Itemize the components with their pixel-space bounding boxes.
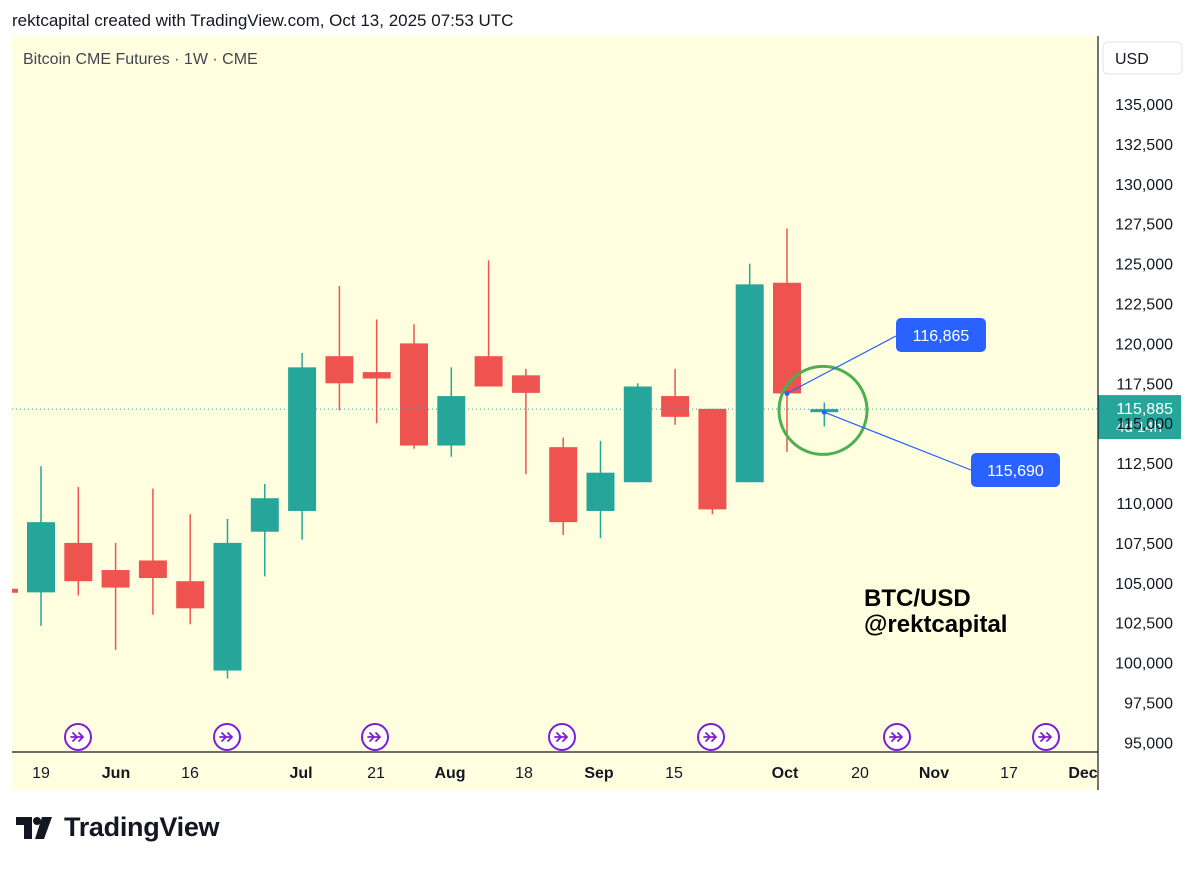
candle-body bbox=[437, 396, 466, 446]
last-price-countdown: 4d 14h bbox=[1116, 419, 1162, 436]
x-tick-label: 21 bbox=[367, 765, 385, 782]
x-tick-label: Sep bbox=[584, 765, 614, 782]
highlight-circle bbox=[777, 364, 869, 456]
candle-body bbox=[698, 408, 727, 510]
event-marker-arrows bbox=[367, 732, 381, 742]
candle-body bbox=[474, 356, 503, 387]
y-tick-label: 95,000 bbox=[1124, 735, 1173, 752]
y-tick-label: 125,000 bbox=[1115, 257, 1173, 274]
y-tick-label: 127,500 bbox=[1115, 217, 1173, 234]
candle-body bbox=[623, 386, 652, 483]
chart-caption: rektcapital created with TradingView.com… bbox=[12, 11, 514, 30]
plot-background bbox=[12, 36, 1098, 790]
candle-body bbox=[661, 396, 690, 417]
candle-body bbox=[27, 522, 55, 593]
currency-box bbox=[1102, 41, 1183, 75]
callout-box bbox=[896, 318, 986, 352]
candle-body bbox=[64, 542, 93, 582]
candle-body bbox=[362, 372, 391, 379]
x-tick-label: Jul bbox=[289, 765, 312, 782]
candle-body bbox=[288, 367, 317, 511]
callout-label: 116,865 bbox=[913, 328, 970, 345]
event-marker-icon bbox=[548, 723, 576, 751]
candle-body bbox=[176, 581, 205, 609]
callout-box bbox=[971, 453, 1060, 487]
y-tick-label: 112,500 bbox=[1116, 456, 1173, 473]
candle-body bbox=[250, 498, 279, 532]
watermark-handle: @rektcapital bbox=[864, 611, 1007, 638]
event-marker-arrows bbox=[889, 732, 903, 742]
y-tick-label: 115,000 bbox=[1116, 416, 1173, 433]
y-tick-label: 135,000 bbox=[1115, 97, 1173, 114]
x-tick-label: 20 bbox=[851, 765, 869, 782]
last-price-badge bbox=[1098, 395, 1181, 440]
event-marker-icon bbox=[361, 723, 389, 751]
y-tick-label: 120,000 bbox=[1115, 336, 1173, 353]
x-tick-label: Dec bbox=[1068, 765, 1097, 782]
event-marker-arrows bbox=[1038, 732, 1052, 742]
x-tick-label: 15 bbox=[665, 765, 683, 782]
last-price-value: 115,885 bbox=[1116, 401, 1173, 418]
axis-layer: USD 135,000 132,500 130,000 127,500 125,000 12… bbox=[12, 36, 1183, 790]
candle-body bbox=[586, 472, 615, 511]
event-marker-icon bbox=[883, 723, 911, 751]
y-tick-label: 102,500 bbox=[1115, 616, 1173, 633]
candle-body bbox=[138, 560, 167, 579]
y-tick-label: 105,000 bbox=[1115, 576, 1173, 593]
candle-body bbox=[511, 375, 540, 393]
callout-label: 115,690 bbox=[987, 463, 1044, 480]
watermark-pair: BTC/USD bbox=[864, 585, 971, 612]
callout-line bbox=[786, 335, 897, 394]
y-tick-label: 110,000 bbox=[1116, 496, 1173, 513]
y-tick-label: 122,500 bbox=[1115, 297, 1173, 314]
chart-title: Bitcoin CME Futures · 1W · CME bbox=[23, 51, 258, 68]
candle-partial bbox=[12, 588, 18, 593]
tradingview-logo: TradingView bbox=[16, 812, 220, 843]
x-tick-label: 17 bbox=[1000, 765, 1018, 782]
y-tick-label: 97,500 bbox=[1124, 696, 1173, 713]
candles-layer bbox=[12, 228, 839, 679]
candle-body bbox=[101, 570, 130, 588]
x-tick-label: Oct bbox=[772, 765, 799, 782]
candle-body bbox=[549, 447, 578, 523]
currency-label: USD bbox=[1115, 51, 1149, 68]
candle-body bbox=[735, 284, 764, 483]
callout-anchor bbox=[784, 390, 790, 396]
callout-anchor bbox=[821, 409, 827, 415]
event-marker-arrows bbox=[70, 732, 84, 742]
x-tick-label: Jun bbox=[102, 765, 130, 782]
y-tick-label: 100,000 bbox=[1115, 656, 1173, 673]
event-marker-icon bbox=[64, 723, 92, 751]
y-tick-label: 107,500 bbox=[1115, 536, 1173, 553]
y-tick-label: 132,500 bbox=[1115, 137, 1173, 154]
candle-body bbox=[400, 343, 428, 446]
event-marker-icon bbox=[213, 723, 241, 751]
x-tick-label: Nov bbox=[919, 765, 949, 782]
x-tick-label: Aug bbox=[434, 765, 465, 782]
y-tick-label: 117,500 bbox=[1116, 376, 1173, 393]
tradingview-logo-icon bbox=[16, 816, 52, 839]
event-marker-arrows bbox=[554, 732, 568, 742]
event-marker-icon bbox=[697, 723, 725, 751]
x-tick-label: 16 bbox=[181, 765, 199, 782]
x-tick-label: 18 bbox=[515, 765, 533, 782]
candle-body bbox=[325, 356, 354, 384]
candle-body bbox=[213, 542, 242, 671]
tradingview-logo-text: TradingView bbox=[64, 812, 220, 842]
event-marker-arrows bbox=[703, 732, 717, 742]
x-tick-label: 19 bbox=[32, 765, 50, 782]
callout-line bbox=[824, 411, 972, 471]
event-marker-arrows bbox=[219, 732, 233, 742]
y-tick-label: 130,000 bbox=[1115, 177, 1173, 194]
event-marker-icon bbox=[1032, 723, 1060, 751]
